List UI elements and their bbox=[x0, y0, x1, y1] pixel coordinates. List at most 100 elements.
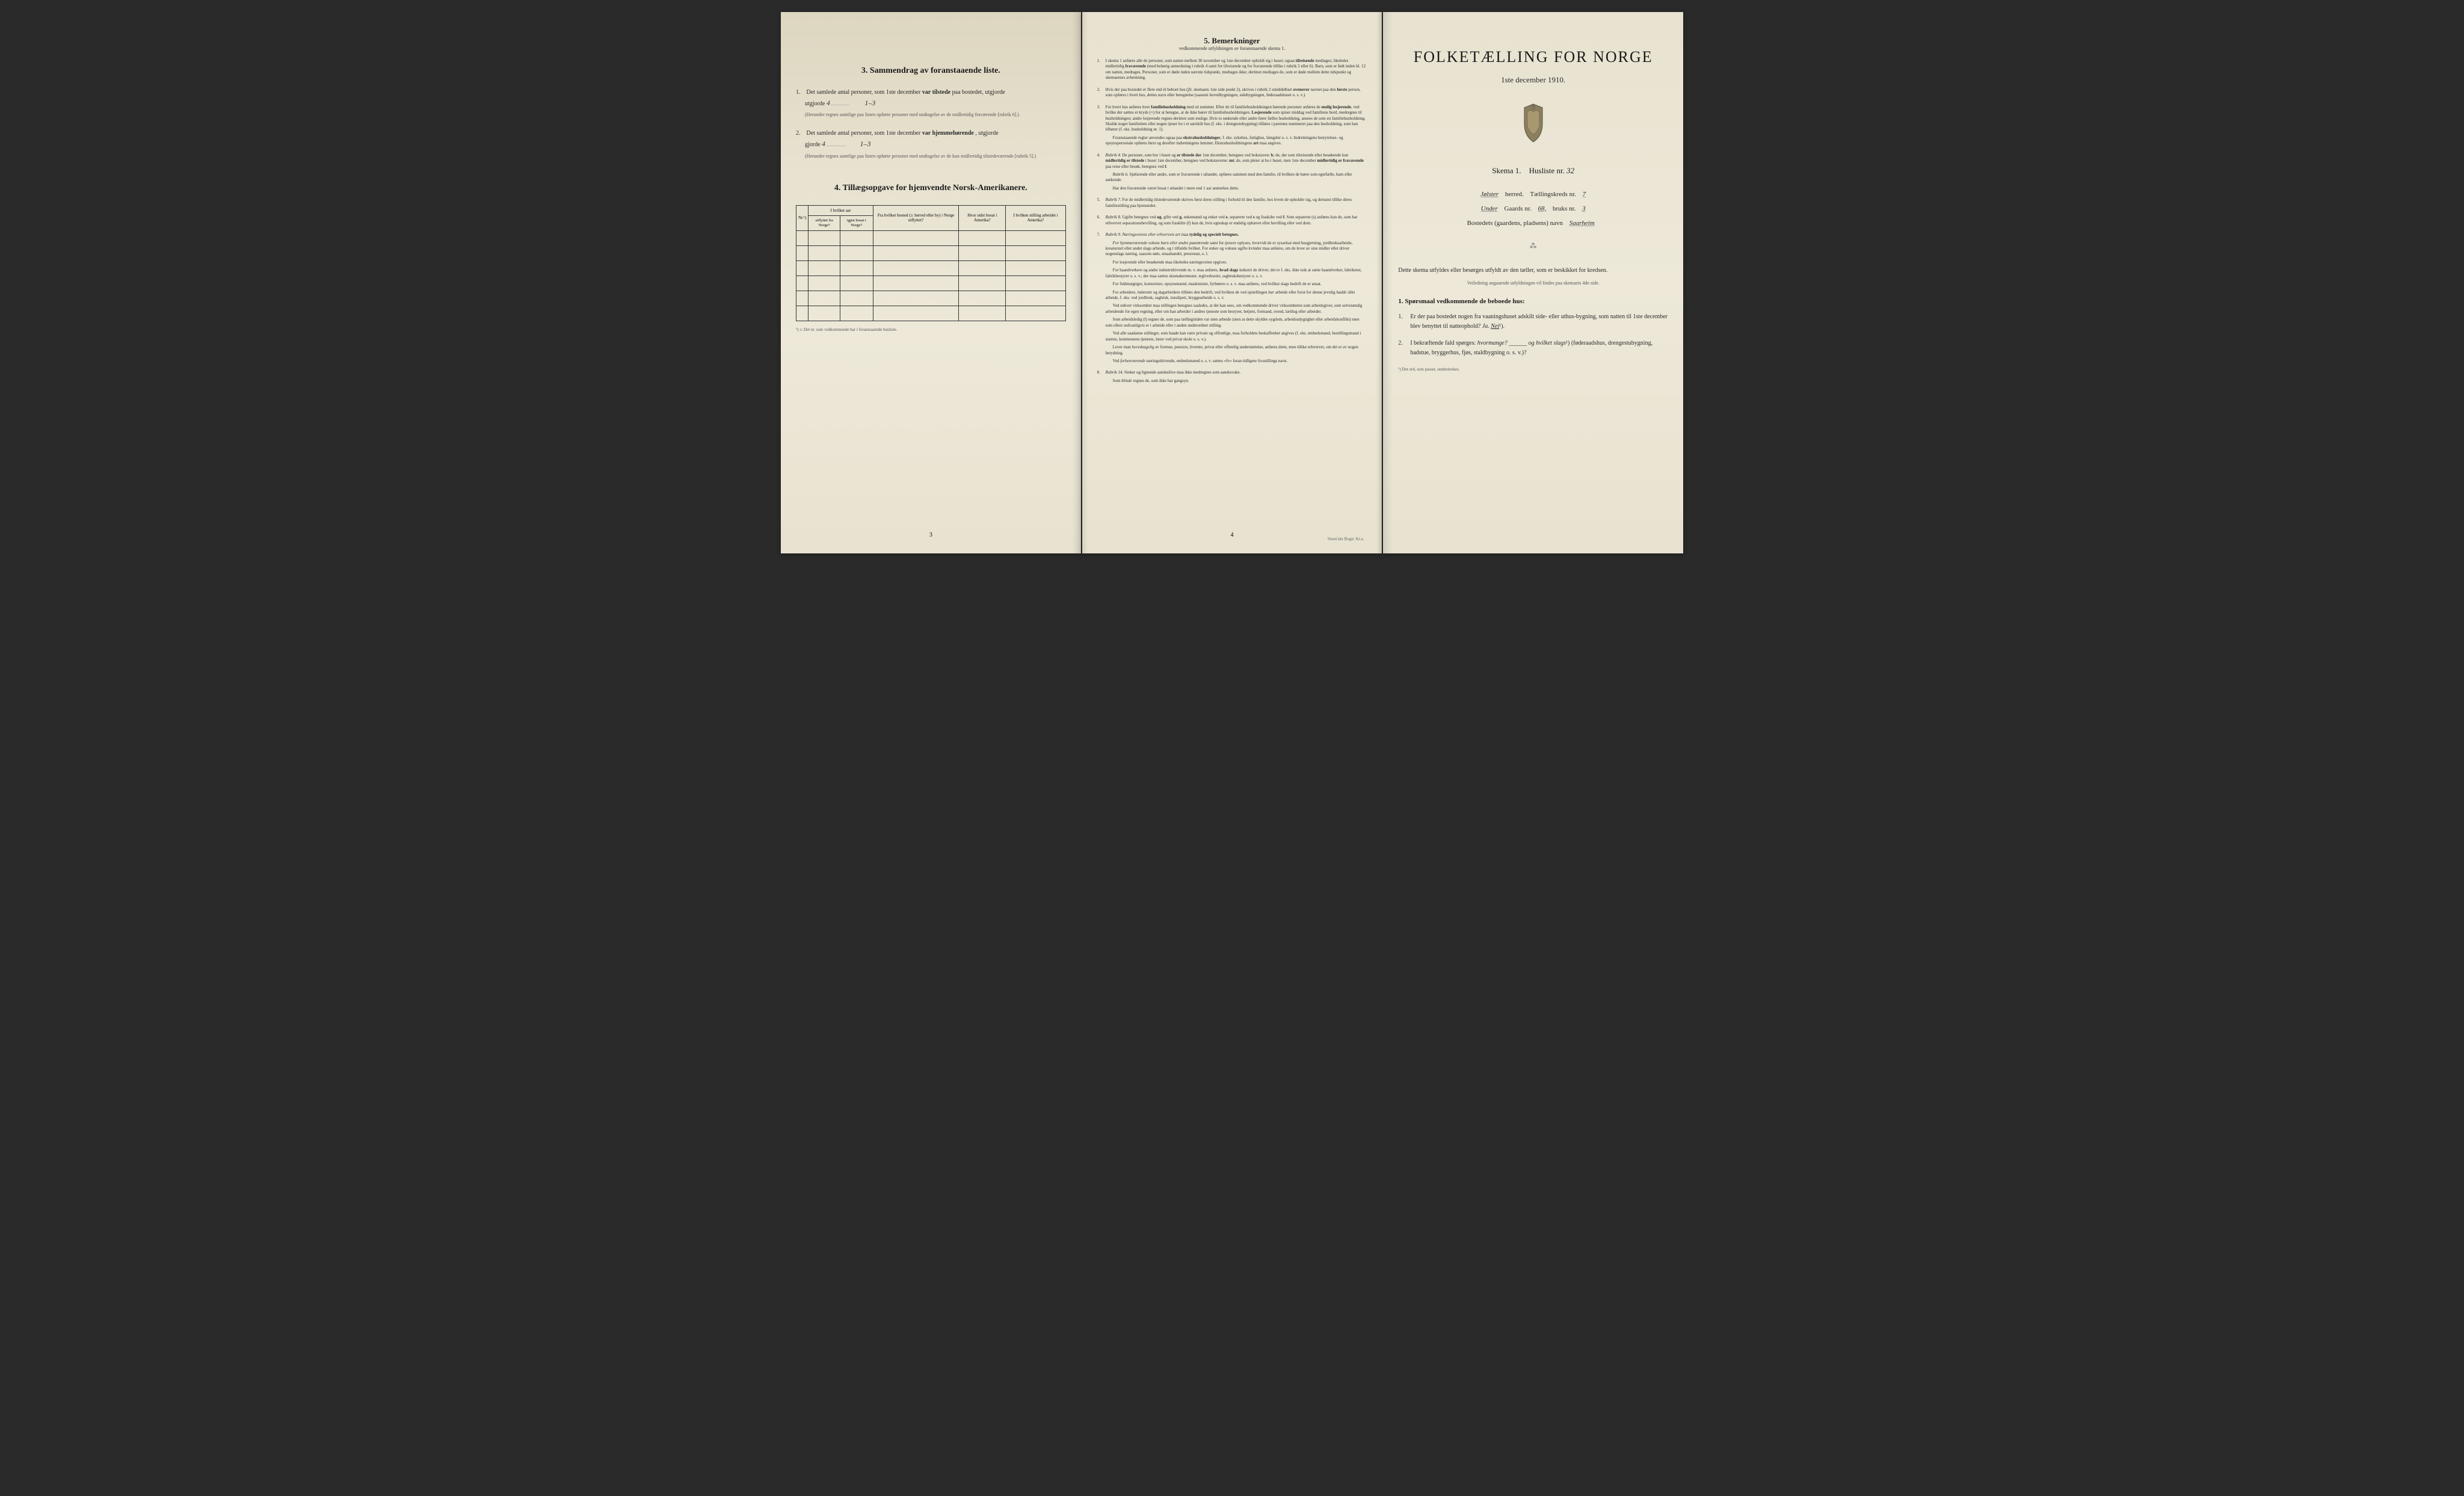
th-utflyttet: utflyttet fra Norge? bbox=[808, 216, 840, 231]
remark-text: For hvert hus anføres hver familiehushol… bbox=[1106, 105, 1367, 149]
remark-item: 1.I skema 1 anføres alle de personer, so… bbox=[1097, 58, 1367, 84]
section-4: 4. Tillægsopgave for hjemvendte Norsk-Am… bbox=[796, 183, 1066, 332]
th-aar: I hvilket aar bbox=[808, 205, 873, 215]
item-text-mid: , utgjorde bbox=[975, 130, 998, 137]
th-bosat: igjen bosat i Norge? bbox=[840, 216, 873, 231]
table-body bbox=[796, 230, 1066, 321]
remark-num: 8. bbox=[1097, 370, 1106, 386]
panel-right: FOLKETÆLLING FOR NORGE 1ste december 191… bbox=[1383, 12, 1683, 553]
remark-num: 5. bbox=[1097, 197, 1106, 211]
right-footnote: ¹) Det ord, som passer, understrekes. bbox=[1398, 367, 1668, 372]
section-4-heading: 4. Tillægsopgave for hjemvendte Norsk-Am… bbox=[796, 183, 1066, 193]
gaards-label: Gaards nr. bbox=[1505, 205, 1532, 212]
gaards-nr: 68, bbox=[1533, 205, 1551, 212]
remark-item: 8.Rubrik 14. Sinker og lignende aandsslö… bbox=[1097, 370, 1367, 386]
item-num: 1. bbox=[796, 88, 805, 97]
herred-label: herred. bbox=[1505, 191, 1524, 198]
remark-text: I skema 1 anføres alle de personer, som … bbox=[1106, 58, 1367, 84]
section-3-item-1: 1. Det samlede antal personer, som 1ste … bbox=[796, 88, 1066, 118]
remark-item: 4.Rubrik 4. De personer, som bor i huset… bbox=[1097, 153, 1367, 194]
remark-item: 2.Hvis der paa bostedet er flere end ét … bbox=[1097, 87, 1367, 101]
item-num: 2. bbox=[796, 129, 805, 138]
questions-list: 1.Er der paa bostedet nogen fra vaanings… bbox=[1398, 312, 1668, 358]
remark-num: 6. bbox=[1097, 215, 1106, 229]
th-nr: Nr.¹) bbox=[796, 205, 808, 230]
item-text-mid: paa bostedet, utgjorde bbox=[952, 89, 1005, 96]
item-bold: var tilstede bbox=[922, 89, 950, 96]
item-value: 4 bbox=[822, 140, 825, 148]
document-trifold: 3. Sammendrag av foranstaaende liste. 1.… bbox=[781, 12, 1683, 553]
remark-num: 7. bbox=[1097, 232, 1106, 366]
form-line-bosted: Bostedets (gaardens, pladsens) navn Saar… bbox=[1398, 220, 1668, 227]
table-row bbox=[796, 275, 1066, 291]
page-number-4: 4 bbox=[1231, 532, 1234, 538]
item-value: 4 bbox=[827, 99, 830, 107]
bruks-label: bruks nr. bbox=[1553, 205, 1576, 212]
husliste-nr: 32 bbox=[1566, 166, 1574, 175]
remark-text: Rubrik 4. De personer, som bor i huset o… bbox=[1106, 153, 1367, 194]
publisher-line: Steen'ske Bogtr. Kr.a. bbox=[1328, 537, 1364, 541]
remark-item: 5.Rubrik 7. For de midlertidig tilstedev… bbox=[1097, 197, 1367, 211]
table-norsk-amerikanere: Nr.¹) I hvilket aar Fra hvilket bosted (… bbox=[796, 205, 1066, 321]
item-text-before: Det samlede antal personer, som 1ste dec… bbox=[807, 89, 922, 96]
remark-num: 4. bbox=[1097, 153, 1106, 194]
section-4-footnote: ¹) ɔ: Det nr. som vedkommende har i fora… bbox=[796, 327, 1066, 332]
skema-label-2: Husliste nr. bbox=[1529, 166, 1565, 175]
remark-item: 3.For hvert hus anføres hver familiehush… bbox=[1097, 105, 1367, 149]
remark-item: 7.Rubrik 9. Næringsveiens eller erhverve… bbox=[1097, 232, 1367, 366]
item-handwritten: 1–3 bbox=[864, 99, 875, 107]
coat-of-arms-icon bbox=[1398, 103, 1668, 148]
remark-text: Rubrik 8. Ugifte betegnes ved ug, gifte … bbox=[1106, 215, 1367, 229]
item-fine-print: (Herunder regnes samtlige paa listen opf… bbox=[805, 111, 1066, 118]
table-row bbox=[796, 230, 1066, 245]
page-number-3: 3 bbox=[929, 532, 932, 538]
instructions-small: Veiledning angaaende utfyldningen vil fi… bbox=[1398, 280, 1668, 286]
under-hw: Under bbox=[1476, 205, 1503, 212]
th-bosted: Fra hvilket bosted (ɔ: herred eller by) … bbox=[873, 205, 959, 230]
item-handwritten: 1–3 bbox=[860, 140, 871, 148]
panel-middle: 5. Bemerkninger vedkommende utfyldningen… bbox=[1082, 12, 1382, 553]
remark-text: Hvis der paa bostedet er flere end ét be… bbox=[1106, 87, 1367, 101]
question-heading: 1. Spørsmaal vedkommende de beboede hus: bbox=[1398, 298, 1668, 305]
skema-label-1: Skema 1. bbox=[1492, 166, 1521, 175]
th-stilling: I hvilken stilling arbeidet i Amerika? bbox=[1006, 205, 1065, 230]
section-3-item-2: 2. Det samlede antal personer, som 1ste … bbox=[796, 129, 1066, 159]
section-3: 3. Sammendrag av foranstaaende liste. 1.… bbox=[796, 66, 1066, 159]
question-num: 2. bbox=[1398, 339, 1410, 358]
main-date: 1ste december 1910. bbox=[1398, 75, 1668, 85]
question-item: 1.Er der paa bostedet nogen fra vaanings… bbox=[1398, 312, 1668, 331]
remark-text: Rubrik 9. Næringsveiens eller erhvervets… bbox=[1106, 232, 1367, 366]
section-3-heading: 3. Sammendrag av foranstaaende liste. bbox=[796, 66, 1066, 76]
kreds-nr: 7 bbox=[1578, 191, 1591, 198]
instructions-main: Dette skema utfyldes eller besørges utfy… bbox=[1398, 266, 1668, 275]
section-5-subheading: vedkommende utfyldningen av foranstaaend… bbox=[1097, 46, 1367, 51]
table-row bbox=[796, 291, 1066, 306]
question-num: 1. bbox=[1398, 312, 1410, 331]
remark-text: Rubrik 14. Sinker og lignende aandsslöve… bbox=[1106, 370, 1367, 386]
section-5-heading: 5. Bemerkninger bbox=[1097, 36, 1367, 46]
item-bold: var hjemmehørende bbox=[922, 130, 974, 137]
table-row bbox=[796, 306, 1066, 321]
question-text: I bekræftende fald spørges: hvormange? _… bbox=[1410, 339, 1668, 358]
question-item: 2.I bekræftende fald spørges: hvormange?… bbox=[1398, 339, 1668, 358]
th-amerika: Hvor sidst bosat i Amerika? bbox=[959, 205, 1006, 230]
skema-line: Skema 1. Husliste nr. 32 bbox=[1398, 166, 1668, 176]
bosted-name: Saarheim bbox=[1565, 220, 1600, 227]
remark-item: 6.Rubrik 8. Ugifte betegnes ved ug, gift… bbox=[1097, 215, 1367, 229]
bruks-nr: 3 bbox=[1577, 205, 1591, 212]
herred-name: Jølster bbox=[1476, 191, 1503, 198]
main-title: FOLKETÆLLING FOR NORGE bbox=[1398, 48, 1668, 66]
remark-num: 1. bbox=[1097, 58, 1106, 84]
table-row bbox=[796, 260, 1066, 275]
question-text: Er der paa bostedet nogen fra vaaningshu… bbox=[1410, 312, 1668, 331]
bosted-label: Bostedets (gaardens, pladsens) navn bbox=[1467, 220, 1563, 227]
ornament-icon: ⁂ bbox=[1398, 242, 1668, 251]
form-line-herred: Jølster herred. Tællingskreds nr. 7 bbox=[1398, 191, 1668, 198]
remark-text: Rubrik 7. For de midlertidig tilstedevær… bbox=[1106, 197, 1367, 211]
panel-left: 3. Sammendrag av foranstaaende liste. 1.… bbox=[781, 12, 1081, 553]
table-row bbox=[796, 245, 1066, 260]
remark-num: 3. bbox=[1097, 105, 1106, 149]
form-line-gaards: Under Gaards nr. 68, bruks nr. 3 bbox=[1398, 205, 1668, 212]
item-text-before: Det samlede antal personer, som 1ste dec… bbox=[807, 130, 922, 137]
kreds-label: Tællingskreds nr. bbox=[1530, 191, 1576, 198]
